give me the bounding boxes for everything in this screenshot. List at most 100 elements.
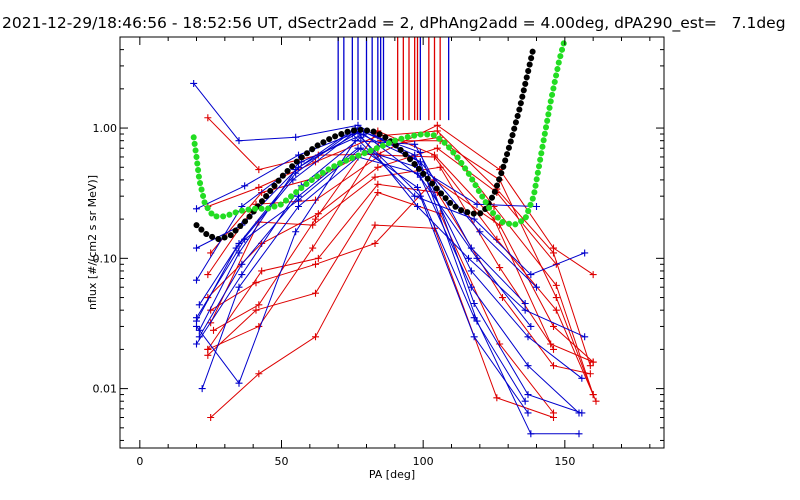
blue-series-10 xyxy=(193,137,529,387)
red-plus-point xyxy=(309,244,317,252)
red-plus-point xyxy=(255,183,263,191)
blue-series-line xyxy=(198,127,583,379)
x-tick-label: 50 xyxy=(275,455,289,468)
blue-series-line xyxy=(196,133,585,322)
blue-plus-point xyxy=(521,397,529,405)
blue-plus-point xyxy=(533,283,540,291)
blue-plus-point xyxy=(527,271,535,279)
blue-plus-point xyxy=(193,205,200,213)
blue-plus-point xyxy=(527,430,535,438)
red-plus-point xyxy=(499,294,506,302)
black-model-curve xyxy=(193,43,537,243)
blue-plus-point xyxy=(414,202,421,210)
model-curves-layer xyxy=(190,37,568,243)
red-plus-point xyxy=(312,215,319,223)
red-plus-point xyxy=(496,264,504,272)
red-plus-point xyxy=(436,163,444,171)
blue-plus-point xyxy=(357,144,365,152)
blue-plus-point xyxy=(198,385,206,393)
blue-plus-point xyxy=(238,260,246,268)
blue-plus-point xyxy=(414,183,421,191)
blue-series-4 xyxy=(195,125,589,341)
red-series-line xyxy=(210,136,594,395)
red-series-2 xyxy=(204,127,594,370)
blue-plus-point xyxy=(533,202,540,210)
blue-plus-point xyxy=(289,176,297,184)
red-plus-point xyxy=(252,279,260,287)
red-plus-point xyxy=(371,221,379,229)
red-plus-point xyxy=(255,301,263,309)
red-plus-point xyxy=(550,345,557,353)
blue-plus-point xyxy=(190,79,198,87)
x-tick-label: 0 xyxy=(136,455,143,468)
red-plus-point xyxy=(210,326,217,334)
red-series-line xyxy=(207,154,597,402)
blue-plus-point xyxy=(193,322,200,330)
red-plus-point xyxy=(433,144,441,152)
red-series-line xyxy=(207,140,594,395)
red-plus-point xyxy=(371,173,379,181)
red-series-10 xyxy=(207,176,597,366)
red-plus-point xyxy=(550,362,557,370)
red-plus-point xyxy=(589,391,597,399)
blue-plus-point xyxy=(581,333,589,341)
blue-series-1 xyxy=(190,79,583,438)
blue-plus-point xyxy=(193,244,200,252)
axes-layer: 0 50 100 150 0.01 0.10 1.00 xyxy=(93,36,664,468)
red-plus-point xyxy=(204,345,212,353)
blue-plus-point xyxy=(524,391,532,399)
blue-plus-point xyxy=(411,140,419,148)
red-plus-point xyxy=(586,370,594,378)
y-tick-label: 0.10 xyxy=(93,252,118,265)
blue-plus-point xyxy=(470,333,478,341)
blue-plus-point xyxy=(527,322,535,330)
red-series-line xyxy=(207,130,591,366)
red-plus-point xyxy=(493,394,501,402)
blue-plus-point xyxy=(473,254,481,262)
red-plus-point xyxy=(433,127,441,135)
red-plus-point xyxy=(252,306,260,314)
plot-frame xyxy=(119,36,665,449)
blue-plus-point xyxy=(193,314,200,322)
blue-series-8 xyxy=(193,133,532,417)
red-plus-point xyxy=(312,333,319,341)
blue-plus-point xyxy=(521,306,529,314)
red-plus-point xyxy=(550,249,557,257)
blue-plus-point xyxy=(195,301,203,309)
blue-series-12 xyxy=(193,144,529,405)
red-plus-point xyxy=(592,397,600,405)
green-model-curve xyxy=(190,37,568,229)
blue-plus-point xyxy=(235,137,243,145)
red-plus-point xyxy=(371,239,379,247)
red-plus-point xyxy=(550,414,557,422)
blue-plus-point xyxy=(470,215,478,223)
red-plus-point xyxy=(431,151,438,159)
blue-plus-point xyxy=(292,228,300,236)
red-plus-point xyxy=(204,271,212,279)
blue-plus-point xyxy=(578,374,586,382)
blue-plus-point xyxy=(357,133,365,141)
blue-plus-point xyxy=(235,239,243,247)
y-tick-label: 0.01 xyxy=(93,383,118,396)
red-plus-point xyxy=(314,210,322,218)
blue-plus-point xyxy=(476,228,484,236)
blue-plus-point xyxy=(524,333,532,341)
blue-plus-point xyxy=(295,196,302,204)
red-plus-point xyxy=(255,370,263,378)
y-axis-label: nflux [#/(cm2 s sr MeV)] xyxy=(86,175,99,310)
blue-plus-point xyxy=(292,133,300,141)
blue-series-3 xyxy=(193,130,583,417)
red-plus-point xyxy=(207,414,215,422)
red-plus-point xyxy=(589,358,597,366)
blue-plus-point xyxy=(295,163,302,171)
blue-plus-point xyxy=(470,300,478,308)
series-layer xyxy=(190,79,600,438)
blue-plus-point xyxy=(521,300,529,308)
red-plus-point xyxy=(258,189,266,197)
blue-plus-point xyxy=(575,430,583,438)
blue-series-line xyxy=(196,133,580,414)
blue-plus-point xyxy=(524,409,532,417)
red-plus-point xyxy=(589,271,597,279)
blue-plus-point xyxy=(467,283,475,291)
